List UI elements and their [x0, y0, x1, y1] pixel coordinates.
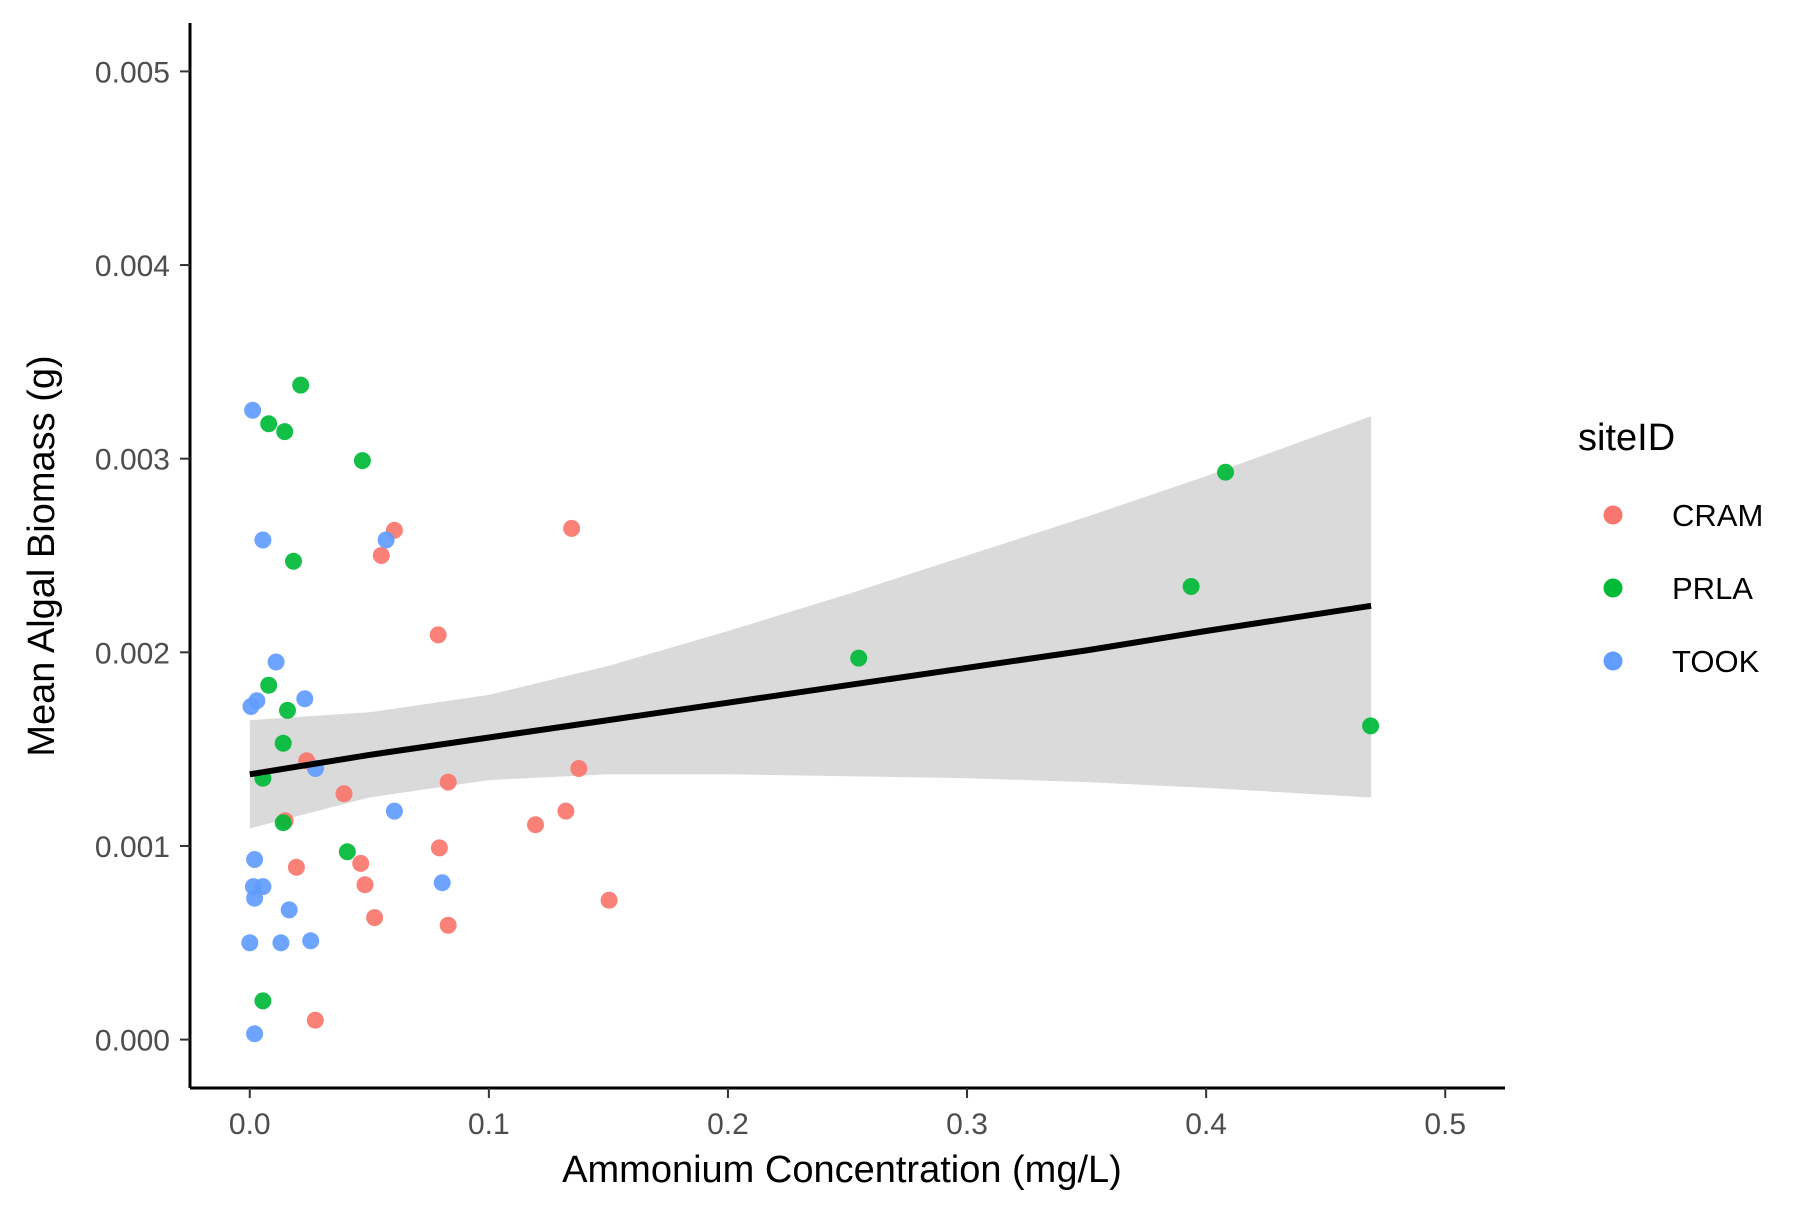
data-point-took [246, 1025, 264, 1043]
data-point-prla [1362, 717, 1380, 735]
data-point-prla [1217, 463, 1234, 481]
x-tick-label: 0.1 [468, 1108, 510, 1141]
x-tick-label: 0.4 [1185, 1108, 1227, 1141]
data-point-cram [366, 909, 384, 927]
data-point-took [280, 901, 298, 919]
data-point-prla [353, 452, 371, 470]
data-point-cram [430, 839, 448, 857]
data-point-prla [1182, 578, 1200, 595]
data-point-took [254, 531, 272, 549]
confidence-band [249, 416, 1372, 829]
data-point-cram [439, 773, 457, 791]
x-axis-title: Ammonium Concentration (mg/L) [562, 1149, 1122, 1191]
confidence-band-layer [249, 416, 1372, 829]
x-tick-label: 0.0 [229, 1108, 271, 1141]
data-point-took [385, 802, 403, 820]
data-point-cram [557, 802, 575, 820]
data-point-took [296, 690, 314, 708]
y-tick-label: 0.004 [95, 250, 170, 283]
data-point-cram [287, 858, 305, 876]
x-tick-label: 0.3 [946, 1108, 988, 1141]
data-point-prla [260, 415, 278, 433]
data-point-cram [335, 785, 353, 803]
data-point-cram [356, 876, 374, 894]
data-point-took [302, 932, 320, 950]
data-point-cram [429, 626, 447, 644]
legend-label-cram: CRAM [1672, 498, 1763, 533]
data-point-prla [850, 649, 868, 667]
data-point-cram [439, 916, 457, 934]
data-point-cram [570, 760, 588, 777]
data-point-took [377, 531, 395, 549]
legend-label-prla: PRLA [1672, 571, 1753, 606]
data-point-prla [285, 552, 302, 570]
y-axis-title: Mean Algal Biomass (g) [21, 355, 63, 756]
data-point-cram [372, 547, 390, 564]
data-point-cram [306, 1011, 324, 1029]
data-point-prla [292, 376, 310, 394]
data-point-cram [527, 816, 544, 834]
data-point-cram [563, 519, 581, 537]
data-point-prla [276, 423, 294, 441]
y-tick-label: 0.005 [95, 56, 170, 89]
data-point-took [267, 653, 285, 671]
axes-layer [188, 23, 1505, 1090]
legend-label-took: TOOK [1672, 644, 1760, 679]
data-point-prla [254, 992, 272, 1010]
x-tick-label: 0.5 [1424, 1108, 1466, 1141]
data-point-prla [338, 843, 356, 861]
data-point-took [433, 874, 451, 892]
data-point-took [242, 698, 260, 715]
legend-title: siteID [1578, 417, 1675, 459]
data-point-took [244, 401, 262, 419]
data-point-took [246, 889, 264, 907]
data-point-prla [279, 701, 296, 719]
y-tick-label: 0.001 [95, 831, 170, 864]
x-tick-label: 0.2 [707, 1108, 749, 1141]
data-point-took [246, 851, 264, 868]
regression-line [249, 602, 1372, 778]
ticks-layer: 0.0 0.1 0.2 0.3 0.4 0.5 0.000 0.001 0.002 0.003 0.… [95, 56, 1466, 1141]
trend-line-layer [249, 602, 1372, 778]
data-point-prla [260, 676, 278, 694]
legend-key-prla [1603, 578, 1623, 598]
y-tick-label: 0.000 [95, 1025, 170, 1058]
data-point-cram [352, 854, 370, 872]
legend: siteID CRAM PRLA TOOK [1578, 417, 1763, 679]
data-point-cram [600, 891, 618, 909]
y-tick-label: 0.003 [95, 444, 170, 477]
legend-key-took [1603, 651, 1623, 671]
data-point-took [241, 934, 259, 952]
data-point-prla [274, 734, 292, 752]
y-tick-label: 0.002 [95, 637, 170, 670]
legend-key-cram [1603, 505, 1623, 525]
data-points-layer [241, 376, 1380, 1043]
data-point-took [272, 934, 290, 952]
data-point-prla [274, 814, 292, 832]
